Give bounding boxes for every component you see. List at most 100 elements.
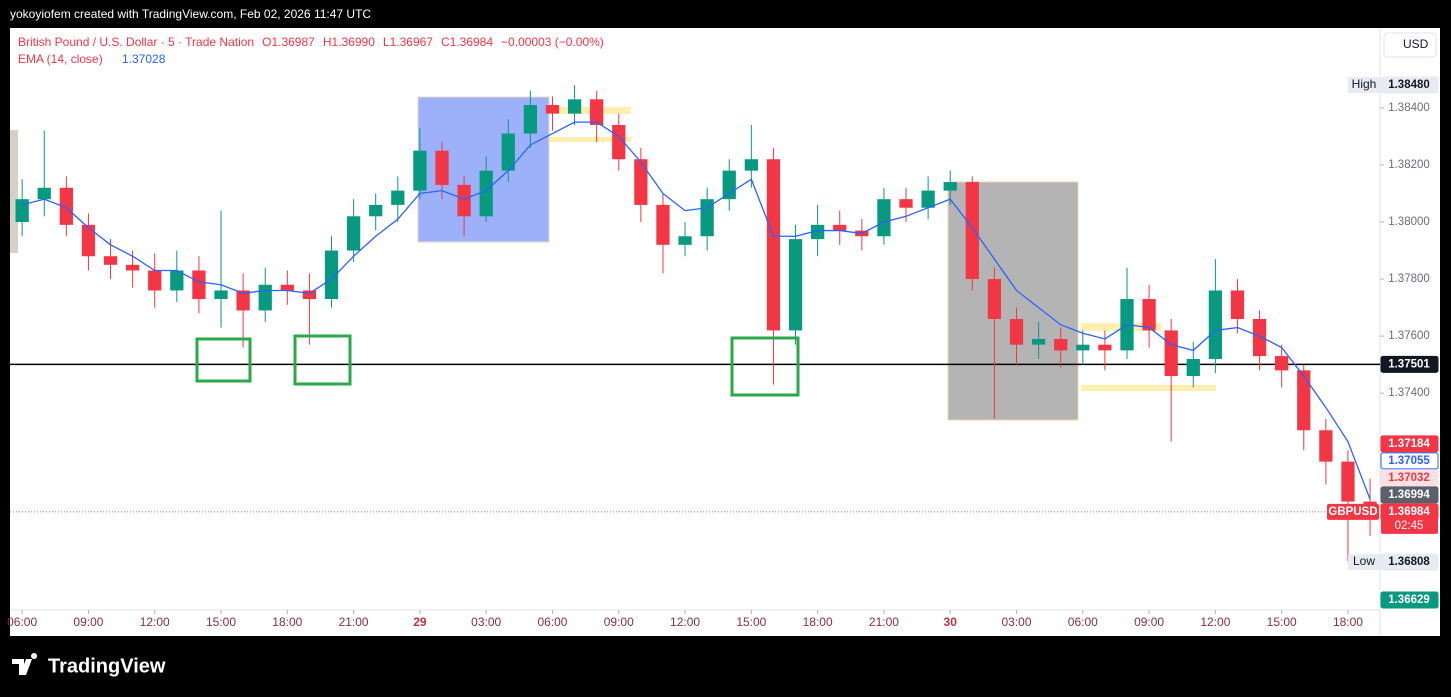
price-tag-label: 1.36994 — [1388, 489, 1430, 501]
candle-body — [678, 236, 692, 245]
x-tick-label: 15:00 — [1267, 615, 1297, 629]
candle-body — [899, 199, 913, 208]
candle-body — [170, 270, 184, 291]
x-tick-label: 09:00 — [604, 615, 634, 629]
x-tick-label: 29 — [413, 615, 427, 629]
x-tick-label: 03:00 — [1001, 615, 1031, 629]
change: −0.00003 (−0.00%) — [501, 35, 604, 49]
candle-body — [280, 284, 294, 291]
x-tick-label: 15:00 — [206, 615, 236, 629]
low-name-box — [1348, 554, 1380, 571]
candle-body — [590, 99, 604, 125]
green-boxes — [195, 334, 800, 397]
candle-body — [1142, 299, 1156, 331]
x-tick-label: 03:00 — [471, 615, 501, 629]
x-tick-label: 30 — [944, 615, 958, 629]
logo-mark — [12, 653, 38, 675]
candle-body — [346, 216, 361, 251]
ohlc-value: 1.36987 — [271, 35, 315, 49]
candle-body — [1275, 356, 1289, 371]
candle-body — [1208, 290, 1223, 359]
candle-body — [236, 290, 250, 311]
candle-body — [258, 284, 272, 311]
candle-body — [59, 187, 73, 225]
candle-body — [457, 184, 471, 217]
candle-body — [324, 250, 339, 300]
candle-body — [744, 159, 758, 171]
y-tick-label: 1.38400 — [1388, 102, 1430, 114]
candle-body — [833, 224, 847, 231]
x-tick-label: 21:00 — [869, 615, 899, 629]
logo: TradingView — [12, 653, 166, 677]
ohlc-value: 1.36984 — [450, 35, 494, 49]
chart-panel — [10, 28, 1440, 636]
x-tick-label: 06:00 — [1068, 615, 1098, 629]
candle-body — [567, 99, 582, 114]
green-box — [730, 336, 800, 397]
ema-line — [21, 121, 1371, 500]
price-tag-label: 1.36984 — [1388, 506, 1430, 518]
candle-body — [435, 150, 449, 185]
ohlc-value: 1.36990 — [332, 35, 376, 49]
green-box — [195, 337, 252, 383]
x-tick-label: 15:00 — [736, 615, 766, 629]
price-tag — [1380, 469, 1439, 487]
currency[interactable]: USD — [1403, 37, 1429, 51]
symbol-tag-label: GBPUSD — [1328, 506, 1377, 518]
price-tag — [1380, 355, 1439, 373]
candle-body — [766, 159, 781, 331]
x-tick-label: 06:00 — [537, 615, 567, 629]
legend: British Pound / U.S. Dollar · 5 · Trade … — [18, 35, 604, 66]
candle-body — [921, 190, 935, 208]
currency-button[interactable] — [1383, 32, 1437, 58]
price-tag — [1380, 76, 1439, 94]
plot — [10, 85, 1380, 562]
y-tick-label: 1.37400 — [1388, 387, 1430, 399]
high-name-box — [1348, 77, 1380, 94]
price-tag-label: 1.37501 — [1388, 358, 1430, 370]
candle-body — [15, 199, 29, 222]
candle-body — [1297, 370, 1311, 431]
candle-body — [126, 264, 140, 271]
candle-body — [302, 290, 317, 300]
x-tick-label: 21:00 — [339, 615, 369, 629]
ema-value: 1.37028 — [122, 52, 166, 66]
ohlc-label: L — [383, 35, 390, 49]
ema-name: EMA (14, close) — [18, 52, 103, 66]
candle-body — [103, 256, 118, 265]
ohlc-label: C — [441, 35, 450, 49]
x-tick-label: 09:00 — [73, 615, 103, 629]
price-tag — [1380, 591, 1439, 609]
price-tag — [1380, 435, 1439, 453]
candle-body — [1031, 338, 1046, 345]
candle-body — [1186, 358, 1200, 377]
zone — [10, 130, 18, 253]
candle-body — [148, 270, 162, 291]
candle-body — [1341, 461, 1355, 502]
candle-body — [81, 224, 96, 257]
x-tick-label: 12:00 — [670, 615, 700, 629]
yellow-zone — [1081, 385, 1216, 391]
candle-body — [369, 204, 383, 217]
price-tag-label: 1.37032 — [1388, 472, 1430, 484]
candle-body — [1164, 330, 1178, 377]
candle-body — [1009, 319, 1024, 345]
candle-body — [811, 224, 825, 240]
candle-body — [877, 199, 891, 237]
x-tick-label: 06:00 — [7, 615, 37, 629]
ohlc-value: 1.36967 — [390, 35, 434, 49]
y-tick-label: 1.37800 — [1388, 273, 1430, 285]
candle-body — [1319, 430, 1333, 462]
price-tag-label: 1.37055 — [1388, 455, 1430, 467]
candle-body — [656, 204, 670, 245]
candle-body — [987, 279, 1002, 319]
candle-body — [634, 159, 648, 205]
price-tag — [1380, 503, 1439, 521]
x-tick-label: 12:00 — [140, 615, 170, 629]
candle-body — [722, 170, 736, 200]
candle-body — [523, 105, 538, 134]
x-tick-label: 12:00 — [1200, 615, 1230, 629]
symbol: British Pound / U.S. Dollar · 5 · Trade … — [18, 35, 254, 49]
candle-body — [1252, 319, 1267, 357]
